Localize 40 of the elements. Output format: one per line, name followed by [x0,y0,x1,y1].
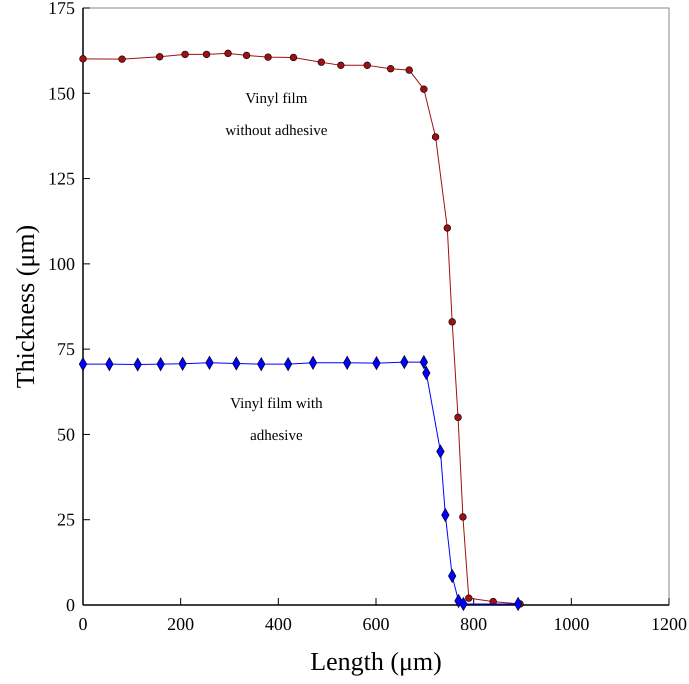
point [242,52,250,60]
point [337,62,345,69]
point [224,50,232,58]
point [118,55,126,63]
point [202,50,210,58]
point [432,133,440,141]
y-tick-label: 125 [48,168,75,189]
point [420,86,428,93]
point [364,62,371,69]
point [448,318,456,326]
x-axis-title: Length (μm) [310,647,442,676]
point [156,53,164,60]
point [181,50,189,58]
point [386,65,394,72]
y-tick-label: 25 [57,510,75,530]
point [318,58,325,66]
point [459,513,467,521]
point [290,54,298,62]
annotation: Vinyl film without adhesive [225,90,328,139]
x-tick-label: 400 [264,614,292,634]
point [444,224,451,232]
point [79,55,87,63]
y-tick-label: 50 [57,424,75,444]
y-axis-title: Thickness (μm) [11,224,40,388]
x-tick-label: 200 [167,614,194,634]
y-tick-label: 0 [66,595,75,615]
y-tick-label: 150 [48,83,75,104]
x-tick-label: 1000 [553,614,590,634]
point [465,594,472,602]
x-tick-label: 1200 [651,614,687,634]
annotation: Vinyl film with adhesive [230,396,324,444]
y-tick-label: 100 [48,254,75,274]
x-tick-label: 800 [460,614,488,634]
x-tick-label: 600 [362,614,390,634]
point [406,66,413,74]
point [264,53,272,61]
y-tick-label: 175 [48,0,75,18]
x-tick-label: 0 [78,614,88,634]
point [454,414,462,422]
y-tick-label: 75 [57,339,75,360]
